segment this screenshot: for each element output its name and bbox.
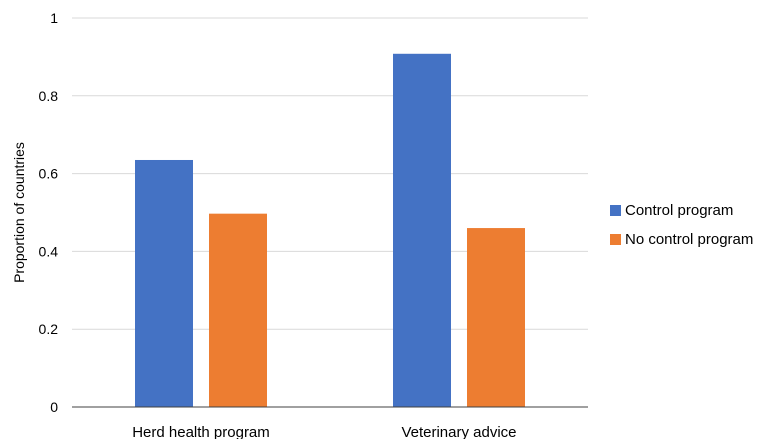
bar-control-1 — [393, 53, 451, 408]
legend-swatch — [610, 234, 621, 245]
x-category-labels: Herd health program Veterinary advice — [132, 424, 516, 439]
y-tick-label: 0 — [50, 399, 58, 415]
legend-label: Control program — [625, 202, 733, 219]
y-tick-label: 0.6 — [39, 166, 59, 182]
bars — [135, 53, 525, 408]
bar-no-control-0 — [209, 213, 267, 407]
legend: Control program No control program — [610, 202, 753, 248]
y-tick-label: 0.8 — [39, 88, 59, 104]
y-tick-label: 0.2 — [39, 321, 59, 337]
bar-control-0 — [135, 159, 193, 407]
y-tick-labels: 0 0.2 0.4 0.6 0.8 1 — [39, 10, 59, 415]
bar-no-control-1 — [467, 228, 525, 407]
y-axis-label: Proportion of countries — [11, 142, 27, 283]
legend-swatch — [610, 205, 621, 216]
y-tick-label: 0.4 — [39, 243, 59, 259]
legend-label: No control program — [625, 231, 753, 248]
x-category-label: Veterinary advice — [401, 424, 516, 439]
x-category-label: Herd health program — [132, 424, 270, 439]
y-tick-label: 1 — [50, 10, 58, 26]
